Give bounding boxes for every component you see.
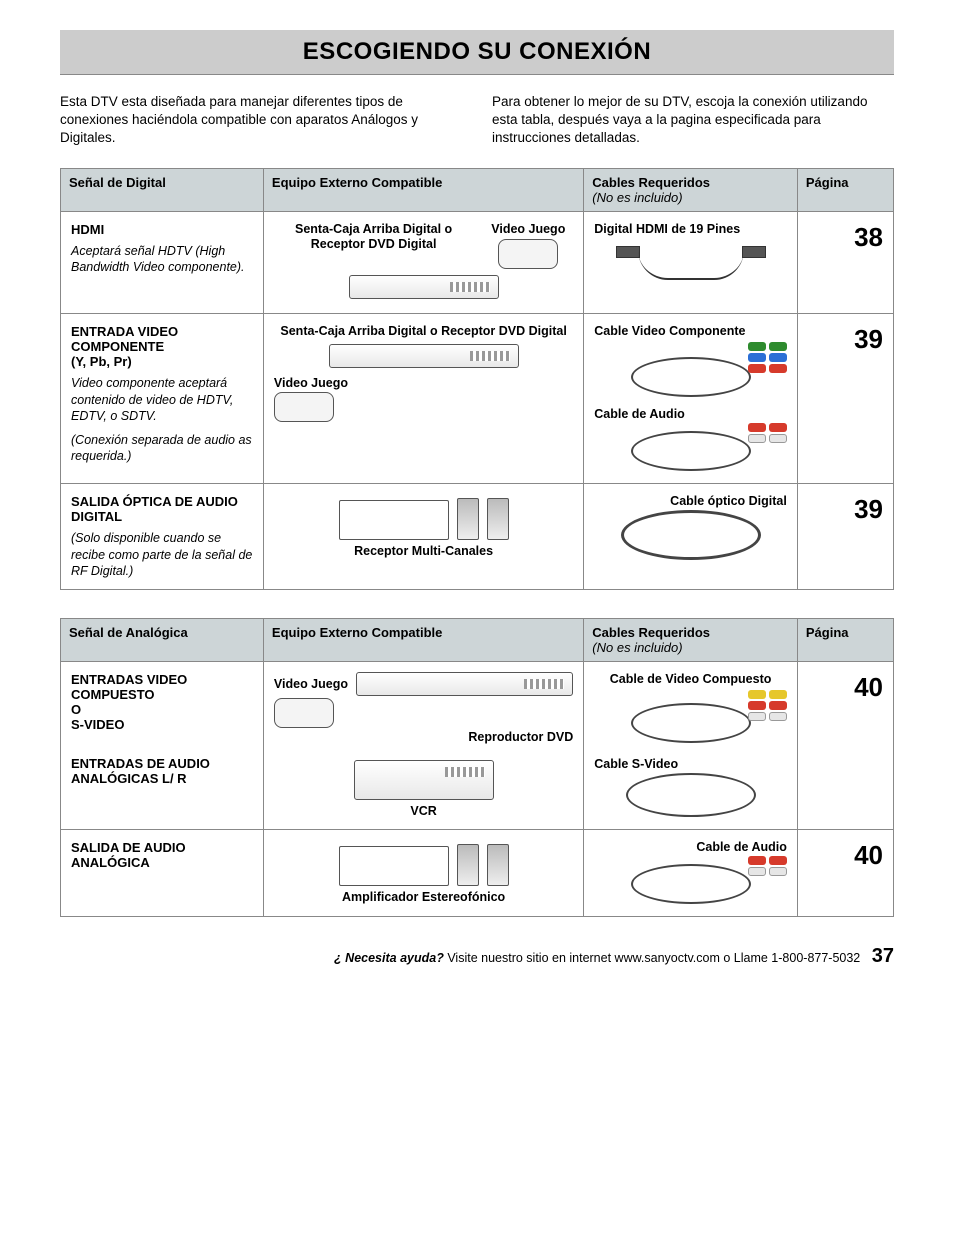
- signal-sub: (Y, Pb, Pr): [71, 354, 253, 369]
- signal-desc: Video componente aceptará contenido de v…: [71, 375, 253, 424]
- header-equipment: Equipo Externo Compatible: [263, 168, 583, 211]
- speaker-set-icon: [274, 498, 573, 540]
- table-row: HDMI Aceptará señal HDTV (High Bandwidth…: [61, 211, 894, 314]
- header-page: Página: [797, 619, 893, 662]
- cable-label: Cable de Audio: [594, 407, 787, 421]
- page-number: 40: [808, 672, 883, 703]
- cable-label: Cable Video Componente: [594, 324, 787, 338]
- equip-label: Receptor Multi-Canales: [274, 544, 573, 560]
- header-page: Página: [797, 168, 893, 211]
- optical-cable-icon: [621, 510, 761, 560]
- cable-label: Cable de Audio: [594, 840, 787, 854]
- analog-connections-table: Señal de Analógica Equipo Externo Compat…: [60, 618, 894, 917]
- footer-page-number: 37: [872, 945, 894, 967]
- device-box-icon: [349, 275, 499, 299]
- signal-title: ENTRADAS DE AUDIO ANALÓGICAS L/ R: [71, 756, 253, 786]
- signal-title: SALIDA ÓPTICA DE AUDIO DIGITAL: [71, 494, 253, 524]
- equip-game-label: Video Juego: [274, 376, 573, 390]
- signal-title: ENTRADA VIDEO COMPONENTE: [71, 324, 253, 354]
- page-number: 39: [808, 494, 883, 525]
- page-title: ESCOGIENDO SU CONEXIÓN: [60, 38, 894, 66]
- cable-loop-icon: [631, 357, 751, 397]
- cable-label: Cable de Video Compuesto: [594, 672, 787, 686]
- header-cables-note: (No es incluido): [592, 640, 682, 655]
- equip-dvd-label: Reproductor DVD: [274, 730, 573, 746]
- header-signal-analog: Señal de Analógica: [61, 619, 264, 662]
- signal-title: S-VIDEO: [71, 717, 253, 732]
- table-row: SALIDA ÓPTICA DE AUDIO DIGITAL (Solo dis…: [61, 484, 894, 590]
- gamepad-icon: [274, 392, 334, 422]
- table-row: ENTRADA VIDEO COMPONENTE (Y, Pb, Pr) Vid…: [61, 314, 894, 484]
- page-footer: ¿ Necesita ayuda? Visite nuestro sitio e…: [60, 945, 894, 968]
- device-box-icon: [356, 672, 573, 696]
- device-box-icon: [329, 344, 519, 368]
- intro-section: Esta DTV esta diseñada para manejar dife…: [60, 93, 894, 148]
- page-number: 40: [808, 840, 883, 871]
- gamepad-icon: [274, 698, 334, 728]
- page-title-bar: ESCOGIENDO SU CONEXIÓN: [60, 30, 894, 75]
- gamepad-icon: [498, 239, 558, 269]
- header-cables-note: (No es incluido): [592, 190, 682, 205]
- cable-label: Cable óptico Digital: [594, 494, 787, 508]
- cable-label: Digital HDMI de 19 Pines: [594, 222, 787, 236]
- footer-question: ¿ Necesita ayuda?: [334, 951, 444, 965]
- signal-title: HDMI: [71, 222, 253, 237]
- header-equipment: Equipo Externo Compatible: [263, 619, 583, 662]
- cable-loop-icon: [631, 864, 751, 904]
- header-signal-digital: Señal de Digital: [61, 168, 264, 211]
- speaker-set-icon: [274, 844, 573, 886]
- hdmi-cable-icon: [616, 240, 766, 290]
- signal-title: SALIDA DE AUDIO ANALÓGICA: [71, 840, 253, 870]
- page-number: 38: [808, 222, 883, 253]
- vcr-device-icon: [354, 760, 494, 800]
- header-cables-text: Cables Requeridos: [592, 625, 710, 640]
- footer-text: Visite nuestro sitio en internet www.san…: [447, 951, 860, 965]
- equip-game-label: Video Juego: [274, 677, 348, 691]
- svideo-cable-icon: [626, 773, 756, 817]
- table-row: SALIDA DE AUDIO ANALÓGICA Amplificador E…: [61, 830, 894, 917]
- signal-title: ENTRADAS VIDEO COMPUESTO: [71, 672, 253, 702]
- cable-loop-icon: [631, 703, 751, 743]
- intro-right: Para obtener lo mejor de su DTV, escoja …: [492, 93, 894, 148]
- equip-label: Amplificador Estereofónico: [274, 890, 573, 906]
- signal-desc: Aceptará señal HDTV (High Bandwidth Vide…: [71, 243, 253, 276]
- equip-game-label: Video Juego: [483, 222, 573, 238]
- cable-label: Cable S-Video: [594, 757, 787, 771]
- equip-label: Senta-Caja Arriba Digital o Receptor DVD…: [274, 324, 573, 340]
- signal-desc: (Solo disponible cuando se recibe como p…: [71, 530, 253, 579]
- header-cables: Cables Requeridos (No es incluido): [584, 619, 798, 662]
- digital-connections-table: Señal de Digital Equipo Externo Compatib…: [60, 168, 894, 590]
- table-row: ENTRADAS VIDEO COMPUESTO O S-VIDEO ENTRA…: [61, 662, 894, 830]
- header-cables: Cables Requeridos (No es incluido): [584, 168, 798, 211]
- header-cables-text: Cables Requeridos: [592, 175, 710, 190]
- equip-vcr-label: VCR: [274, 804, 573, 820]
- page-number: 39: [808, 324, 883, 355]
- signal-desc2: (Conexión separada de audio as requerida…: [71, 432, 253, 465]
- intro-left: Esta DTV esta diseñada para manejar dife…: [60, 93, 462, 148]
- signal-or: O: [71, 702, 253, 717]
- equip-label: Senta-Caja Arriba Digital o Receptor DVD…: [274, 222, 473, 253]
- cable-loop-icon: [631, 431, 751, 471]
